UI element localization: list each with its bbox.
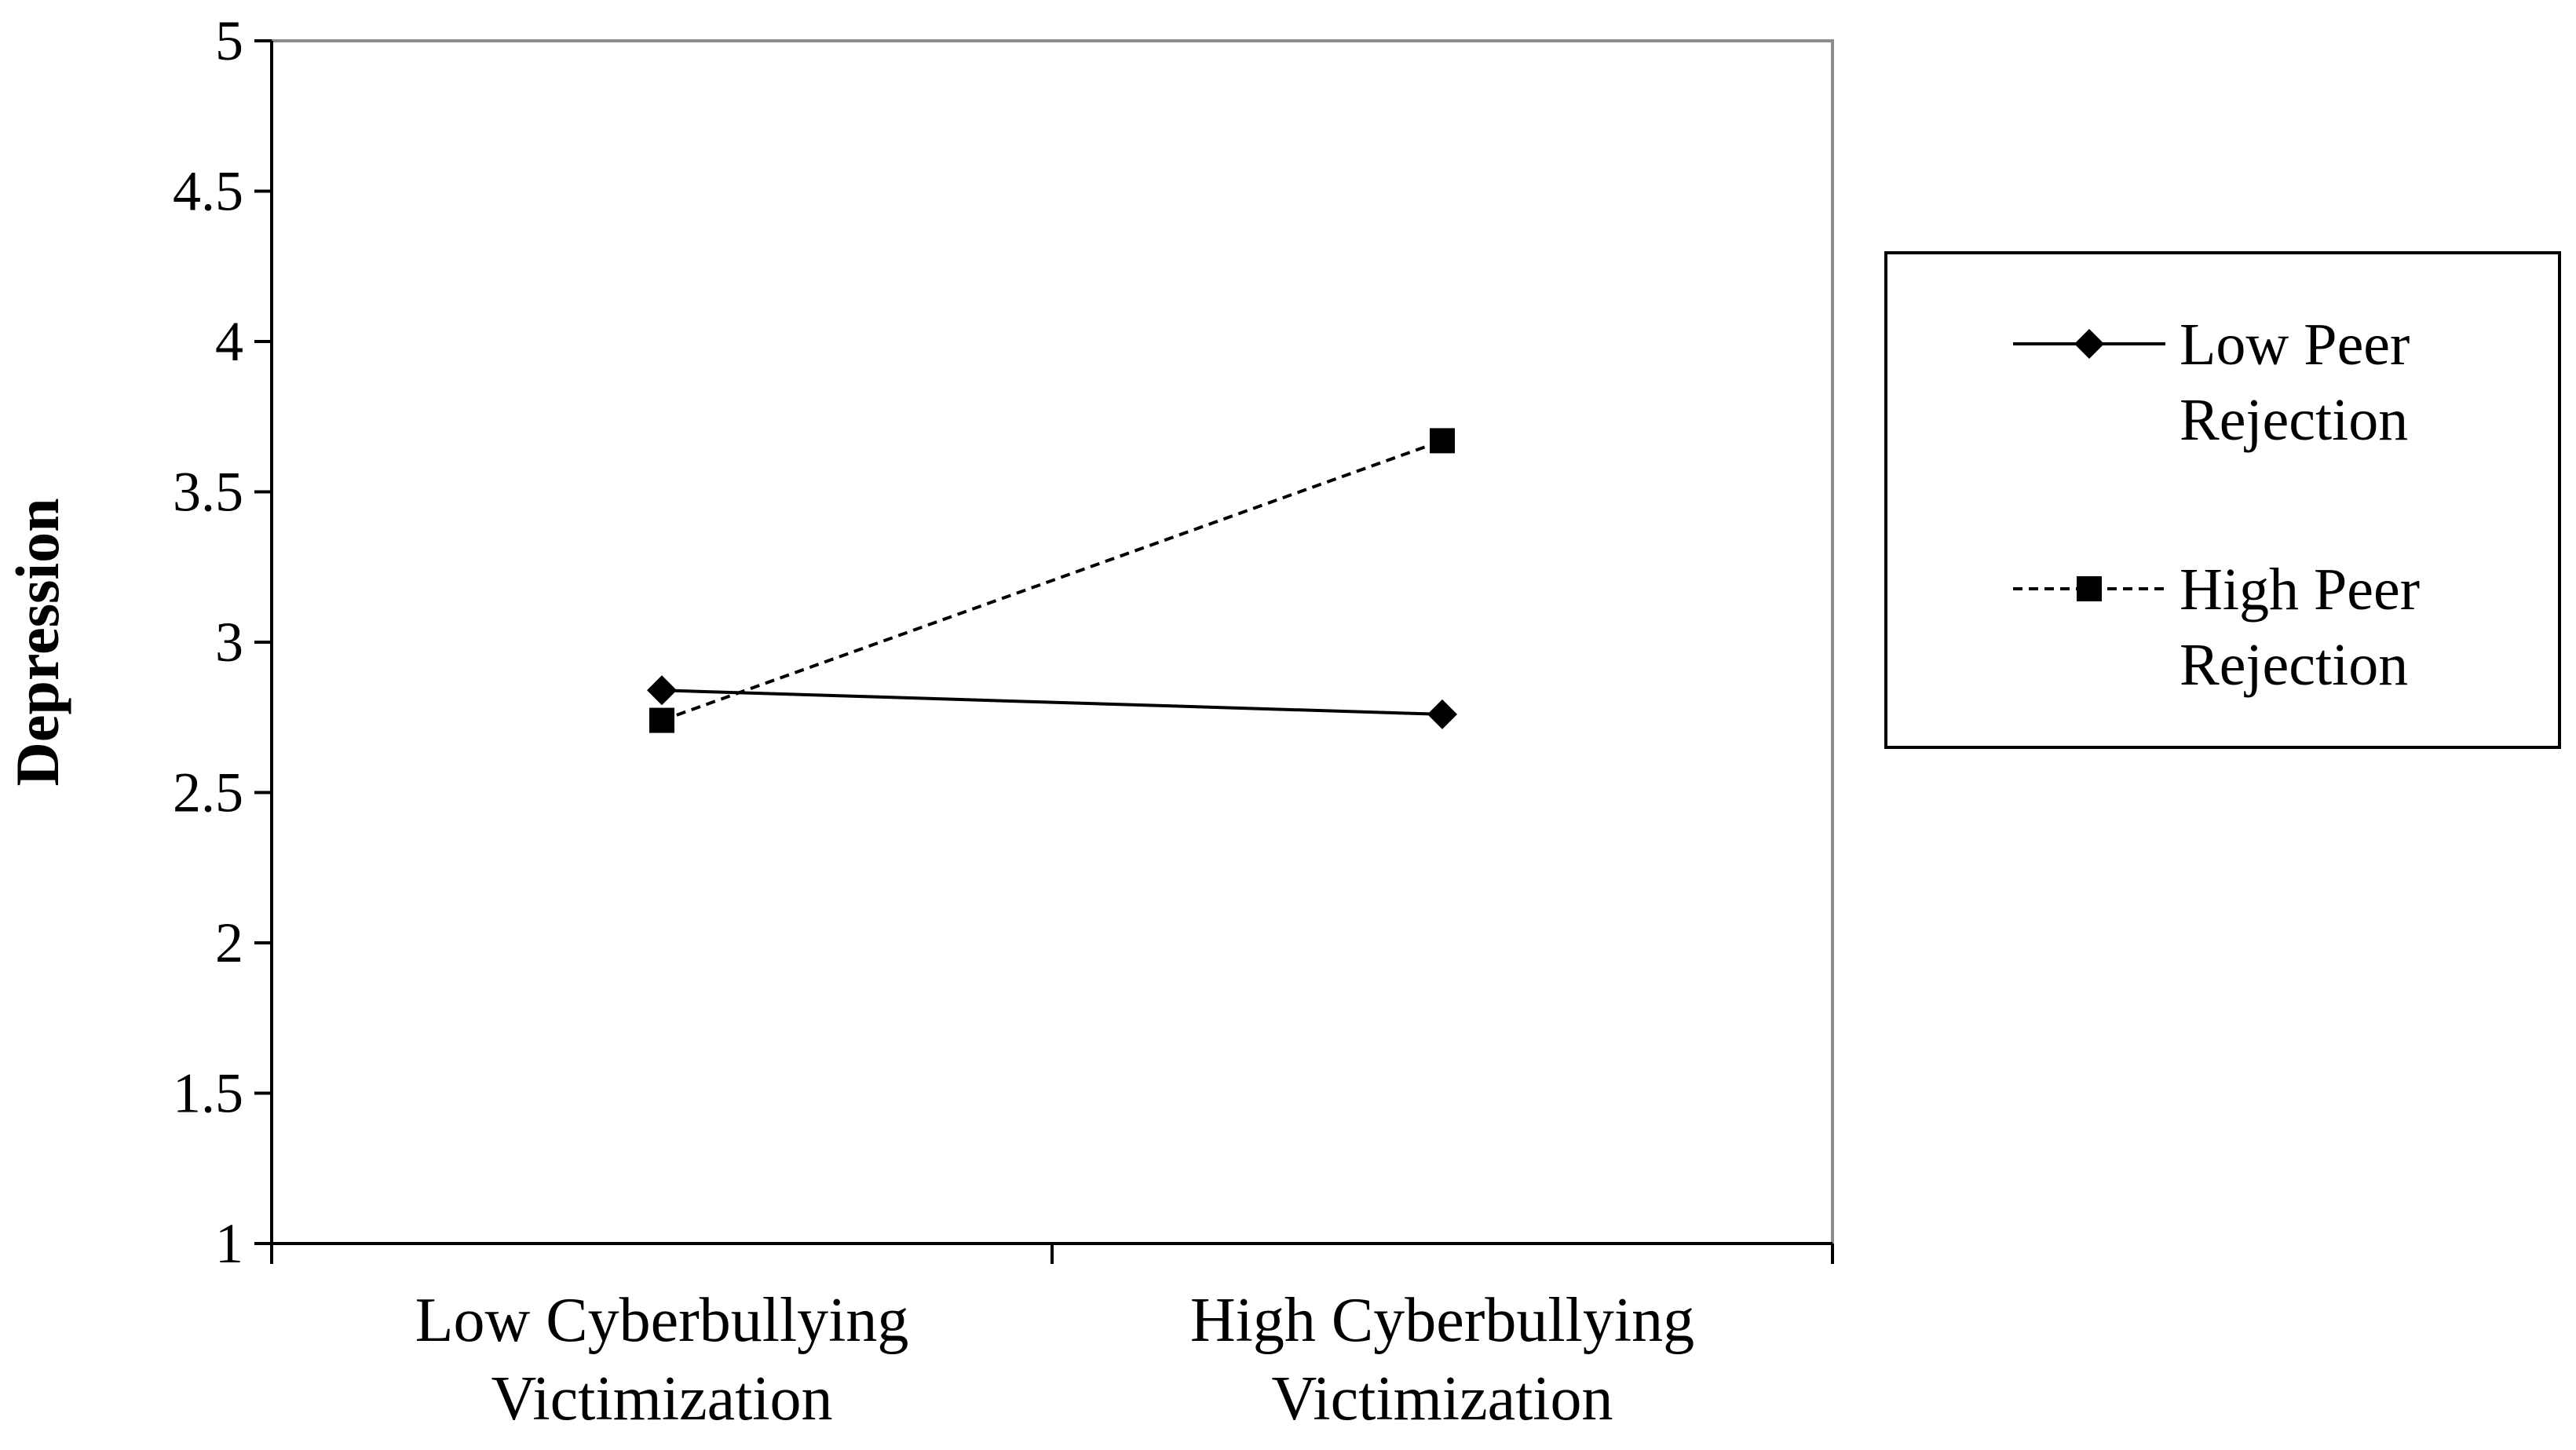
y-tick-label: 5 [215, 9, 243, 72]
y-tick-label: 1.5 [173, 1062, 243, 1125]
y-tick-label: 4.5 [173, 160, 243, 223]
y-axis-label: Depression [3, 499, 71, 787]
series-line [661, 439, 1443, 722]
axes: 1 1.5 2 2.5 3 3.5 4 4.5 5 Low Cyberbullying Victim… [173, 9, 1834, 1434]
legend-label-line: Rejection [2180, 387, 2408, 453]
series-low-peer-rejection [647, 675, 1457, 729]
y-tick-label: 2.5 [173, 762, 243, 824]
plot-area [270, 39, 1834, 1245]
data-point [1427, 699, 1457, 729]
series-line [661, 688, 1443, 716]
x-tick-label-line: Low Cyberbullying [415, 1286, 909, 1355]
y-tick-label: 2 [215, 911, 243, 974]
legend: Low Peer Rejection High Peer Rejection [1884, 251, 2561, 749]
y-tick-label: 1 [215, 1212, 243, 1275]
legend-entry-low-peer-rejection: Low Peer Rejection [2013, 312, 2410, 453]
data-point [647, 675, 677, 706]
legend-swatch-marker [2077, 576, 2102, 601]
legend-swatch-marker [2074, 329, 2104, 359]
legend-label-line: Rejection [2180, 632, 2408, 698]
x-tick-label: High Cyberbullying Victimization [1190, 1286, 1694, 1434]
x-tick-label-line: High Cyberbullying [1190, 1286, 1694, 1355]
series-layer [647, 428, 1457, 733]
legend-entry-high-peer-rejection: High Peer Rejection [2013, 557, 2420, 698]
series-high-peer-rejection [649, 428, 1455, 733]
y-tick-label: 4 [215, 310, 243, 373]
legend-label-line: Low Peer [2180, 312, 2410, 378]
x-tick-label-line: Victimization [491, 1364, 832, 1434]
x-tick-label-line: Victimization [1271, 1364, 1613, 1434]
legend-label-line: High Peer [2180, 557, 2420, 623]
y-tick-label: 3 [215, 611, 243, 674]
data-point [1430, 428, 1455, 454]
x-tick-label: Low Cyberbullying Victimization [415, 1286, 909, 1434]
legend-box [1884, 251, 2561, 749]
y-tick-label: 3.5 [173, 461, 243, 524]
legend-label: High Peer Rejection [2180, 557, 2420, 698]
data-point [649, 707, 674, 733]
legend-label: Low Peer Rejection [2180, 312, 2410, 453]
